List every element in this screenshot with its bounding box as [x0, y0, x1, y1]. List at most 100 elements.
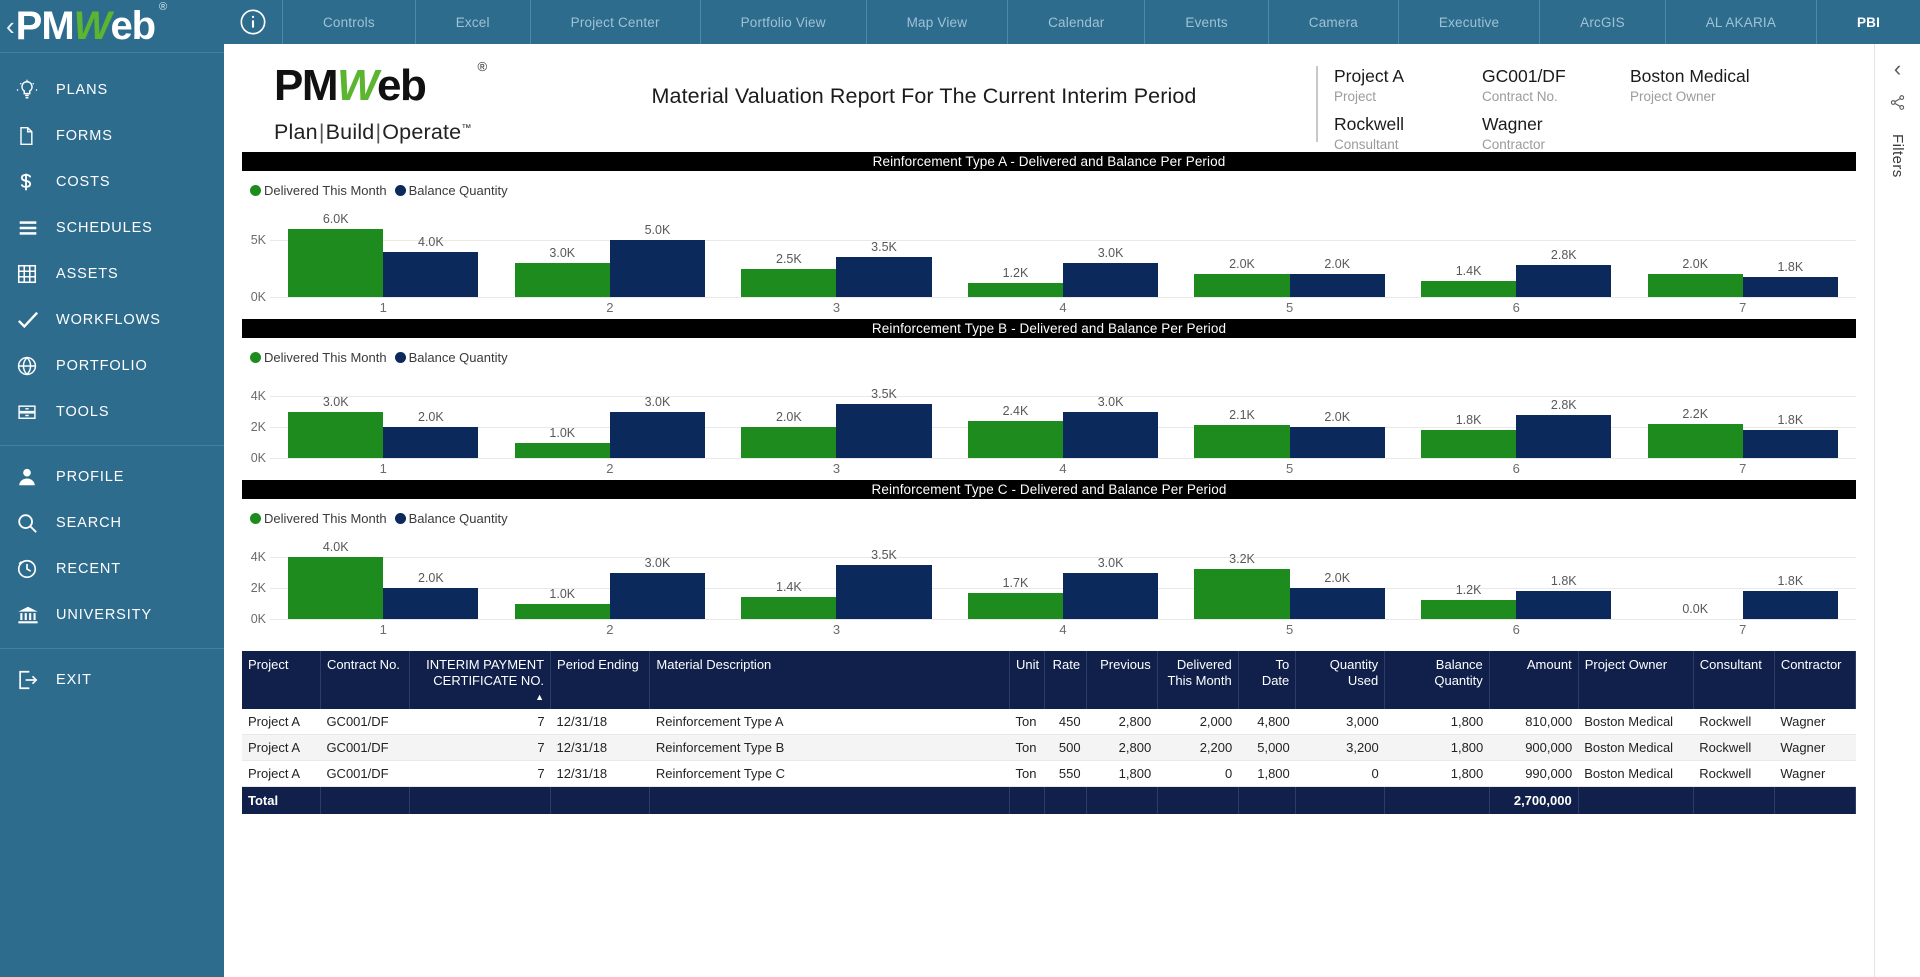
chart-bar[interactable]: 1.7K	[967, 576, 1064, 619]
sidebar-item-portfolio[interactable]: PORTFOLIO	[0, 343, 224, 389]
chart-bar[interactable]: 3.2K	[1194, 552, 1290, 619]
table-column-header[interactable]: Contractor	[1774, 651, 1857, 709]
tab-calendar[interactable]: Calendar	[1007, 0, 1144, 44]
table-column-header[interactable]: Balance Quantity	[1384, 651, 1490, 709]
chart-bar[interactable]: 2.0K	[1289, 410, 1385, 458]
chart-bar[interactable]: 2.0K	[1194, 257, 1290, 297]
tab-pbi[interactable]: PBI	[1816, 0, 1920, 44]
chart-bar[interactable]: 3.0K	[514, 246, 610, 297]
bar-pair: 2.0K 1.8K	[1647, 229, 1838, 297]
chart-bar[interactable]: 3.5K	[836, 387, 932, 458]
sidebar-item-assets[interactable]: ASSETS	[0, 251, 224, 297]
chart-bar[interactable]: 1.4K	[1421, 264, 1517, 297]
sidebar-item-tools[interactable]: TOOLS	[0, 389, 224, 435]
chart-bar[interactable]: 3.0K	[1063, 246, 1159, 297]
chart-bar[interactable]: 2.4K	[967, 404, 1064, 458]
chart-bar[interactable]: 6.0K	[288, 212, 384, 297]
chart-bar[interactable]: 1.8K	[1742, 413, 1838, 458]
chart-bar[interactable]: 2.0K	[1289, 571, 1385, 619]
tab-al-akaria[interactable]: AL AKARIA	[1664, 0, 1816, 44]
rail-collapse-icon[interactable]: ‹	[1893, 56, 1902, 81]
table-column-header[interactable]: INTERIM PAYMENT CERTIFICATE NO. ▲	[409, 651, 552, 709]
sidebar-item-search[interactable]: SEARCH	[0, 500, 224, 546]
chart-bar[interactable]: 3.5K	[836, 240, 932, 297]
sidebar-collapse-icon[interactable]: ‹	[6, 11, 15, 41]
tab-excel[interactable]: Excel	[414, 0, 530, 44]
legend-item[interactable]: Delivered This Month	[250, 183, 387, 198]
table-column-header[interactable]: Contract No.	[320, 651, 410, 709]
chart-bar[interactable]: 4.0K	[288, 540, 384, 619]
table-column-header[interactable]: Delivered This Month	[1157, 651, 1239, 709]
legend-item[interactable]: Balance Quantity	[394, 511, 508, 526]
chart-bar[interactable]: 2.8K	[1516, 248, 1612, 297]
chart-bar[interactable]: 1.8K	[1516, 574, 1612, 619]
sidebar-item-workflows[interactable]: WORKFLOWS	[0, 297, 224, 343]
legend-item[interactable]: Delivered This Month	[250, 511, 387, 526]
sidebar-item-plans[interactable]: PLANS	[0, 67, 224, 113]
chart-bar[interactable]: 1.0K	[514, 426, 610, 458]
table-row[interactable]: Project A GC001/DF 7 12/31/18 Reinforcement …	[242, 708, 1856, 735]
tab-map-view[interactable]: Map View	[865, 0, 1008, 44]
sidebar-item-costs[interactable]: COSTS	[0, 159, 224, 205]
table-column-header[interactable]: Consultant	[1693, 651, 1775, 709]
chart-bar[interactable]: 2.8K	[1516, 398, 1612, 458]
app-logo[interactable]: ‹ PMWeb ®	[0, 0, 224, 52]
tab-executive[interactable]: Executive	[1397, 0, 1539, 44]
bar-value-label: 2.0K	[1324, 257, 1351, 272]
chart-bar[interactable]: 1.2K	[967, 266, 1064, 297]
sidebar-item-exit[interactable]: EXIT	[0, 657, 224, 703]
info-icon[interactable]	[224, 0, 282, 44]
chart-bar[interactable]: 1.8K	[1742, 260, 1838, 297]
chart-bar[interactable]: 1.0K	[514, 587, 610, 619]
tab-project-center[interactable]: Project Center	[529, 0, 700, 44]
chart-bar[interactable]: 3.5K	[836, 548, 932, 619]
table-column-header[interactable]: To Date	[1238, 651, 1297, 709]
chart-bar[interactable]: 2.2K	[1647, 407, 1743, 458]
table-row[interactable]: Project A GC001/DF 7 12/31/18 Reinforcement …	[242, 760, 1856, 787]
legend-item[interactable]: Balance Quantity	[394, 183, 508, 198]
table-column-header[interactable]: Previous	[1086, 651, 1158, 709]
tab-arcgis[interactable]: ArcGIS	[1539, 0, 1665, 44]
table-row[interactable]: Project A GC001/DF 7 12/31/18 Reinforcement …	[242, 734, 1856, 761]
table-column-header[interactable]: Project Owner	[1578, 651, 1694, 709]
chart-bar[interactable]: 5.0K	[609, 223, 706, 297]
chart-bar[interactable]: 1.8K	[1421, 413, 1517, 458]
table-column-header[interactable]: Quantity Used	[1295, 651, 1386, 709]
chart-bar[interactable]: 1.8K	[1742, 574, 1838, 619]
sidebar-item-profile[interactable]: PROFILE	[0, 454, 224, 500]
table-column-header[interactable]: Material Description	[649, 651, 1010, 709]
chart-bar[interactable]: 3.0K	[1063, 395, 1159, 458]
filters-pane-label[interactable]: Filters	[1889, 134, 1906, 178]
sidebar-item-university[interactable]: UNIVERSITY	[0, 592, 224, 638]
chart-bar[interactable]: 3.0K	[609, 556, 706, 619]
table-column-header[interactable]: Period Ending	[550, 651, 651, 709]
chart-bar[interactable]: 1.2K	[1421, 583, 1517, 619]
chart-bar[interactable]: 2.0K	[383, 571, 479, 619]
chart-bar[interactable]: 3.0K	[609, 395, 706, 458]
chart-bar[interactable]: 2.1K	[1194, 408, 1290, 458]
chart-bar[interactable]: 2.0K	[383, 410, 479, 458]
chart-bar[interactable]: 2.0K	[1289, 257, 1385, 297]
sidebar-item-forms[interactable]: FORMS	[0, 113, 224, 159]
tab-camera[interactable]: Camera	[1267, 0, 1398, 44]
chart-bar[interactable]: 2.0K	[741, 410, 837, 458]
chart-bar[interactable]: 2.5K	[741, 252, 837, 297]
legend-item[interactable]: Balance Quantity	[394, 350, 508, 365]
x-axis-tick-label: 4	[1059, 622, 1067, 637]
table-column-header[interactable]: Unit	[1009, 651, 1046, 709]
table-column-header[interactable]: Rate	[1044, 651, 1088, 709]
tab-events[interactable]: Events	[1144, 0, 1267, 44]
tab-controls[interactable]: Controls	[282, 0, 415, 44]
legend-item[interactable]: Delivered This Month	[250, 350, 387, 365]
share-icon[interactable]	[1889, 94, 1906, 114]
chart-bar[interactable]: 2.0K	[1647, 257, 1743, 297]
chart-bar[interactable]: 1.4K	[741, 580, 837, 619]
sidebar-item-recent[interactable]: RECENT	[0, 546, 224, 592]
tab-portfolio-view[interactable]: Portfolio View	[699, 0, 866, 44]
table-column-header[interactable]: Amount	[1489, 651, 1579, 709]
chart-bar[interactable]: 4.0K	[383, 235, 479, 297]
sidebar-item-schedules[interactable]: SCHEDULES	[0, 205, 224, 251]
chart-bar[interactable]: 3.0K	[1063, 556, 1159, 619]
chart-bar[interactable]: 3.0K	[288, 395, 384, 458]
table-column-header[interactable]: Project	[242, 651, 321, 709]
